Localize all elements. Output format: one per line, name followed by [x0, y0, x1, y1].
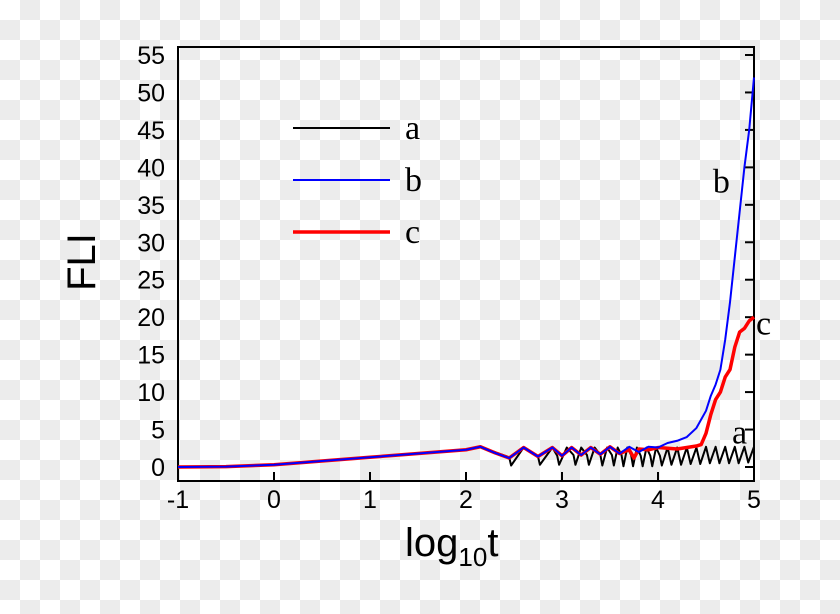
x-tick-label: 5	[747, 486, 761, 514]
x-tick-label: 1	[363, 486, 377, 514]
y-tick-label: 50	[137, 79, 165, 107]
y-axis-label: FLI	[60, 233, 104, 291]
legend-label-b: b	[405, 162, 422, 199]
x-axis-label: log10t	[405, 521, 498, 572]
y-tick-label: 35	[137, 192, 165, 220]
series-c-line	[177, 315, 756, 469]
legend-label-c: c	[405, 214, 420, 251]
y-tick-label: 15	[137, 342, 165, 370]
y-tick-label: 30	[137, 229, 165, 257]
y-tick-label: 45	[137, 117, 165, 145]
x-tick-label: 4	[651, 486, 665, 514]
x-tick-label: -1	[167, 486, 189, 514]
annotation-c: c	[756, 306, 771, 343]
x-tick-label: 3	[555, 486, 569, 514]
y-tick-label: 25	[137, 267, 165, 295]
plot-frame	[177, 46, 755, 482]
x-tick-label: 0	[267, 486, 281, 514]
x-tick-label: 2	[459, 486, 473, 514]
y-tick-label: 20	[137, 304, 165, 332]
annotation-b: b	[713, 163, 730, 200]
y-tick-label: 10	[137, 379, 165, 407]
y-tick-label: 40	[137, 154, 165, 182]
annotation-a: a	[732, 414, 747, 451]
series-b-line	[177, 77, 755, 468]
y-tick-label: 5	[151, 417, 165, 445]
y-tick-label: 0	[151, 454, 165, 482]
legend-label-a: a	[405, 110, 420, 147]
series-a-line	[177, 445, 755, 468]
y-tick-label: 55	[137, 42, 165, 70]
